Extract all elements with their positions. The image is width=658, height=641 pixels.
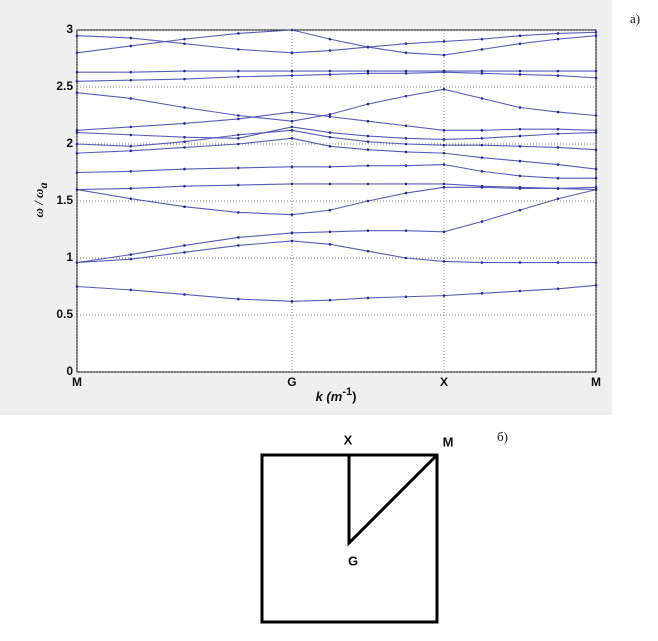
band-line (75, 87, 598, 123)
y-tick-label: 0.5 (56, 307, 73, 321)
x-tick-label: M (72, 375, 82, 389)
x-label-end: ) (352, 389, 356, 404)
panel-label: б) (497, 429, 508, 444)
band-line (75, 182, 598, 191)
x-tick-label: G (287, 375, 296, 389)
y-axis-label: ω / ωa (31, 183, 50, 218)
path (347, 453, 439, 547)
point-g: G (348, 553, 358, 568)
y-label-main: ω / ω (31, 189, 46, 218)
y-tick-label: 2.5 (56, 79, 73, 93)
point-x: X (344, 432, 353, 447)
y-tick-label: 2 (66, 136, 73, 150)
point-m: M (443, 434, 454, 449)
band-line (75, 284, 598, 303)
brillouin-diagram: X M G б) (260, 429, 508, 624)
y-tick-label: 3 (66, 22, 73, 36)
band-line (75, 69, 598, 74)
band-line (75, 129, 598, 151)
x-axis-label: k (m-1) (316, 386, 357, 405)
x-label-sup: -1 (342, 386, 352, 398)
x-label-main: k (m (316, 389, 343, 404)
x-tick-label: X (440, 375, 448, 389)
band-line (75, 30, 598, 55)
y-tick-label: 0 (66, 364, 73, 378)
panel-label: a) (630, 11, 640, 26)
plot: 0 0.5 1 1.5 2 2.5 3 M G X M (56, 22, 601, 389)
y-tick-label: 1 (66, 250, 73, 264)
y-label-sub: a (36, 183, 50, 189)
x-tick-label: M (591, 375, 601, 389)
y-tick-label: 1.5 (56, 193, 73, 207)
band-line (75, 125, 598, 141)
